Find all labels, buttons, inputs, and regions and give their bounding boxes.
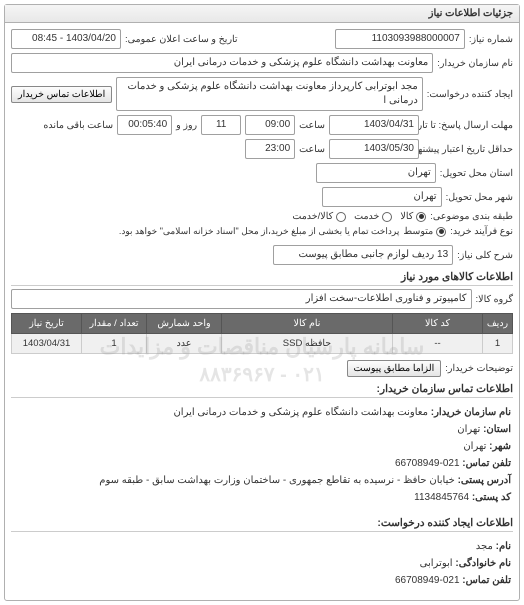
city-info-label: شهر: — [489, 441, 511, 452]
table-header-cell: تعداد / مقدار — [82, 314, 147, 334]
category-radio-option[interactable]: کالا/خدمت — [292, 211, 346, 222]
postal-label: کد پستی: — [472, 492, 511, 503]
postal-value: 1134845764 — [414, 492, 469, 503]
address-label: آدرس پستی: — [458, 475, 511, 486]
process-radio-group: متوسط — [403, 226, 446, 237]
main-panel: جزئیات اطلاعات نیاز شماره نیاز: 11030939… — [4, 4, 520, 601]
validity-time-field: 23:00 — [245, 139, 295, 159]
radio-label: خدمت — [354, 211, 379, 222]
number-label: شماره نیاز: — [469, 34, 513, 45]
radio-icon — [382, 212, 392, 222]
notes-label: توضیحات خریدار: — [445, 363, 513, 374]
radio-label: کالا — [400, 211, 413, 222]
org-name-label: نام سازمان خریدار: — [431, 407, 511, 418]
items-table: ردیفکد کالانام کالاواحد شمارشتعداد / مقد… — [11, 313, 513, 354]
answer-remaining-field: 00:05:40 — [117, 115, 172, 135]
attach-button[interactable]: الزاما مطابق پیوست — [347, 360, 442, 377]
category-label: طبقه بندی موضوعی: — [430, 211, 513, 222]
contact-info-block: نام سازمان خریدار: معاونت بهداشت دانشگاه… — [11, 401, 513, 511]
buyer-label: نام سازمان خریدار: — [437, 58, 513, 69]
table-cell: -- — [393, 334, 483, 354]
creator-field: مجد ابوترابی کارپرداز معاونت بهداشت دانش… — [116, 77, 423, 111]
answer-time-field: 09:00 — [245, 115, 295, 135]
contact-section-title: اطلاعات تماس سازمان خریدار: — [11, 383, 513, 398]
family-info-label: نام خانوادگی: — [455, 558, 511, 569]
table-header-cell: واحد شمارش — [147, 314, 222, 334]
contact-button[interactable]: اطلاعات تماس خریدار — [11, 86, 112, 103]
number-field: 1103093988000007 — [335, 29, 465, 49]
address-value: خیابان حافظ - نرسیده به تقاطع جمهوری - س… — [99, 475, 454, 486]
form-body: شماره نیاز: 1103093988000007 تاریخ و ساع… — [5, 23, 519, 600]
radio-icon — [416, 212, 426, 222]
creator-label: ایجاد کننده درخواست: — [427, 89, 513, 100]
phone-info-value: 021-66708949 — [395, 575, 460, 586]
table-header-cell: نام کالا — [222, 314, 393, 334]
family-info-value: ابوترابی — [420, 558, 453, 569]
category-radio-group: کالا خدمت کالا/خدمت — [292, 211, 426, 222]
name-info-value: مجد — [476, 541, 493, 552]
group-field: کامپیوتر و فناوری اطلاعات-سخت افزار — [11, 289, 472, 309]
table-cell: عدد — [147, 334, 222, 354]
group-label: گروه کالا: — [476, 294, 513, 305]
table-row: 1--حافظه SSDعدد11403/04/31 — [12, 334, 513, 354]
process-radio-option[interactable]: متوسط — [403, 226, 446, 237]
contact-phone-value: 021-66708949 — [395, 458, 460, 469]
buyer-field: معاونت بهداشت دانشگاه علوم پزشکی و خدمات… — [11, 53, 433, 73]
creator-info-block: نام: مجد نام خانوادگی: ابوترابی تلفن تما… — [11, 535, 513, 594]
province-info-value: تهران — [457, 424, 480, 435]
desc-label: شرح کلی نیاز: — [457, 250, 513, 261]
creator-section-title: اطلاعات ایجاد کننده درخواست: — [11, 517, 513, 532]
answer-date-field: 1403/04/31 — [329, 115, 419, 135]
province-info-label: استان: — [483, 424, 511, 435]
table-cell: 1 — [82, 334, 147, 354]
table-cell: حافظه SSD — [222, 334, 393, 354]
answer-day-field: 11 — [201, 115, 241, 135]
hour-label-1: ساعت — [299, 120, 325, 131]
radio-label: متوسط — [403, 226, 433, 237]
table-header-cell: تاریخ نیاز — [12, 314, 82, 334]
phone-info-label: تلفن تماس: — [462, 575, 511, 586]
validity-date-field: 1403/05/30 — [329, 139, 419, 159]
category-radio-option[interactable]: کالا — [400, 211, 426, 222]
table-cell: 1 — [483, 334, 513, 354]
city-label: شهر محل تحویل: — [446, 192, 513, 203]
answer-deadline-label: مهلت ارسال پاسخ: تا تاریخ: — [423, 120, 513, 131]
table-cell: 1403/04/31 — [12, 334, 82, 354]
province-label: استان محل تحویل: — [440, 168, 513, 179]
org-name-value: معاونت بهداشت دانشگاه علوم پزشکی و خدمات… — [173, 407, 428, 418]
province-field: تهران — [316, 163, 436, 183]
process-type-label: نوع فرآیند خرید: — [450, 226, 513, 237]
contact-phone-label: تلفن تماس: — [462, 458, 511, 469]
hour-label-2: ساعت — [299, 144, 325, 155]
announce-label: تاریخ و ساعت اعلان عمومی: — [125, 34, 238, 45]
desc-field: 13 ردیف لوازم جانبی مطابق پیوست — [273, 245, 453, 265]
process-note: پرداخت تمام یا بخشی از مبلغ خرید،از محل … — [119, 226, 399, 237]
table-header-cell: ردیف — [483, 314, 513, 334]
category-radio-option[interactable]: خدمت — [354, 211, 392, 222]
city-info-value: تهران — [463, 441, 486, 452]
radio-icon — [336, 212, 346, 222]
items-section-title: اطلاعات کالاهای مورد نیاز — [11, 271, 513, 286]
city-field: تهران — [322, 187, 442, 207]
announce-field: 1403/04/20 - 08:45 — [11, 29, 121, 49]
panel-title: جزئیات اطلاعات نیاز — [5, 5, 519, 23]
remaining-label: روز و — [176, 120, 197, 131]
validity-label: حداقل تاریخ اعتبار پیشنهاد: تا تاریخ: — [423, 144, 513, 155]
remaining-suffix: ساعت باقی مانده — [43, 120, 113, 131]
name-info-label: نام: — [496, 541, 511, 552]
radio-label: کالا/خدمت — [292, 211, 333, 222]
table-header-cell: کد کالا — [393, 314, 483, 334]
radio-icon — [436, 227, 446, 237]
